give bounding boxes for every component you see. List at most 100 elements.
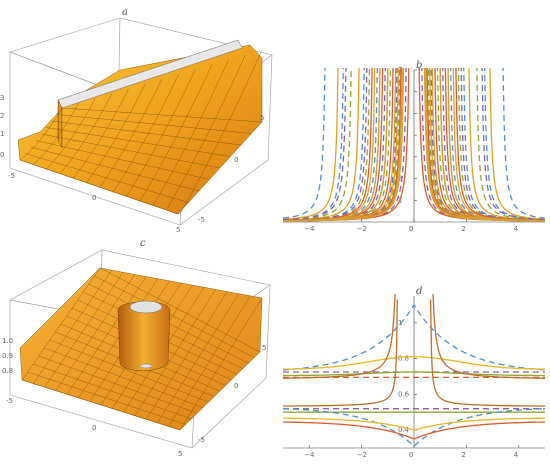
mesh-line xyxy=(78,278,159,398)
mesh-line xyxy=(126,69,196,197)
series-line xyxy=(283,421,545,440)
panel-title: b xyxy=(416,60,422,71)
mesh-line xyxy=(35,140,210,180)
mesh-line xyxy=(19,159,179,215)
panel-c-funnel-bottom xyxy=(139,363,153,369)
series-line xyxy=(283,299,399,407)
mesh-line xyxy=(99,78,163,188)
mesh-line xyxy=(61,107,263,123)
series-line xyxy=(283,68,344,221)
panel-c-ytick: 5 xyxy=(262,344,266,352)
mesh-line xyxy=(59,93,113,174)
panel-c-ztick: 1.0 xyxy=(2,337,13,345)
series-line xyxy=(460,68,545,222)
panel-c-funnel-top xyxy=(129,300,163,314)
series-line xyxy=(283,356,545,370)
series-line xyxy=(283,68,405,222)
panel-c-ytick: 0 xyxy=(234,382,238,390)
panel-title: d xyxy=(416,286,422,297)
panel-c-ztick: 0.8 xyxy=(2,367,13,375)
mesh-line xyxy=(134,289,216,416)
panel-c: c 1.0 0.9 0.8 -5 0 5 -5 0 5 xyxy=(2,238,271,458)
mesh-line xyxy=(30,146,200,192)
mesh-line xyxy=(55,274,135,391)
series-line xyxy=(283,68,371,222)
series-line xyxy=(283,68,368,222)
series-line xyxy=(457,68,545,222)
series-line xyxy=(447,68,545,222)
series-line xyxy=(489,68,545,220)
panel-c-box-edge xyxy=(265,284,271,379)
panel-a-label: a xyxy=(122,7,128,18)
mesh-line xyxy=(113,74,179,192)
y-tick-label: 7 xyxy=(398,66,402,74)
panel-a-ridge-wall xyxy=(57,99,63,149)
x-tick-label: −4 xyxy=(304,225,315,233)
series-line xyxy=(283,371,545,377)
x-tick-label: 4 xyxy=(514,451,519,459)
x-tick-label: 4 xyxy=(514,225,519,233)
panel-c-funnel xyxy=(117,301,171,371)
series-line xyxy=(283,68,389,222)
series-line xyxy=(283,68,347,221)
panel-a: a 0 1 2 3 -5 0 5 -5 0 5 xyxy=(0,7,273,234)
y-tick-label: 0.4 xyxy=(398,426,410,434)
series-line xyxy=(283,68,389,222)
series-group xyxy=(283,68,545,222)
mesh-line xyxy=(99,267,261,353)
series-line xyxy=(468,68,545,221)
x-tick-label: 0 xyxy=(409,225,413,233)
mesh-line xyxy=(21,379,181,431)
series-line xyxy=(502,68,545,219)
panel-a-ztick: 2 xyxy=(0,112,4,120)
panel-a-xtick: -5 xyxy=(8,172,15,180)
mesh-line xyxy=(25,153,189,203)
mesh-line xyxy=(166,54,246,210)
panel-c-ytick: -5 xyxy=(198,436,205,444)
mesh-line xyxy=(94,275,255,358)
series-line xyxy=(481,68,545,221)
series-line xyxy=(283,68,339,220)
mesh-line xyxy=(168,295,251,427)
series-line xyxy=(283,68,398,222)
x-tick-label: 2 xyxy=(461,451,465,459)
panel-a-surface xyxy=(17,44,263,215)
series-line xyxy=(283,417,545,431)
series-group xyxy=(283,294,545,448)
mesh-line xyxy=(157,293,240,423)
x-tick-label: 0 xyxy=(409,451,413,459)
mesh-line xyxy=(38,355,198,414)
series-line xyxy=(439,68,545,222)
panel-a-ztick: 1 xyxy=(0,130,4,138)
y-tick-label: 0.8 xyxy=(398,355,409,363)
mesh-line xyxy=(145,291,228,420)
series-line xyxy=(283,68,386,222)
panel-a-box-edge xyxy=(267,54,273,161)
series-line xyxy=(283,294,396,379)
mesh-line xyxy=(139,64,213,201)
mesh-line xyxy=(44,272,124,388)
panel-a-ztick: 0 xyxy=(0,151,4,159)
mesh-line xyxy=(33,270,112,384)
mesh-line xyxy=(44,347,203,408)
mesh-line xyxy=(33,103,79,165)
series-line xyxy=(283,68,373,222)
series-line xyxy=(283,68,352,221)
y-tick-label: 2 xyxy=(398,175,402,183)
panel-c-xtick: 0 xyxy=(92,424,96,432)
series-line xyxy=(283,68,326,219)
mesh-line xyxy=(33,363,192,420)
panel-c-xtick: 5 xyxy=(178,450,182,458)
series-line xyxy=(283,68,381,222)
panel-c-label: c xyxy=(140,238,146,249)
series-line xyxy=(432,294,545,379)
x-tick-label: −2 xyxy=(357,451,367,459)
mesh-line xyxy=(179,49,263,215)
y-tick-label: 0.6 xyxy=(398,390,410,398)
series-line xyxy=(439,68,545,222)
series-line xyxy=(439,68,545,222)
panel-a-xtick: 0 xyxy=(92,194,96,202)
